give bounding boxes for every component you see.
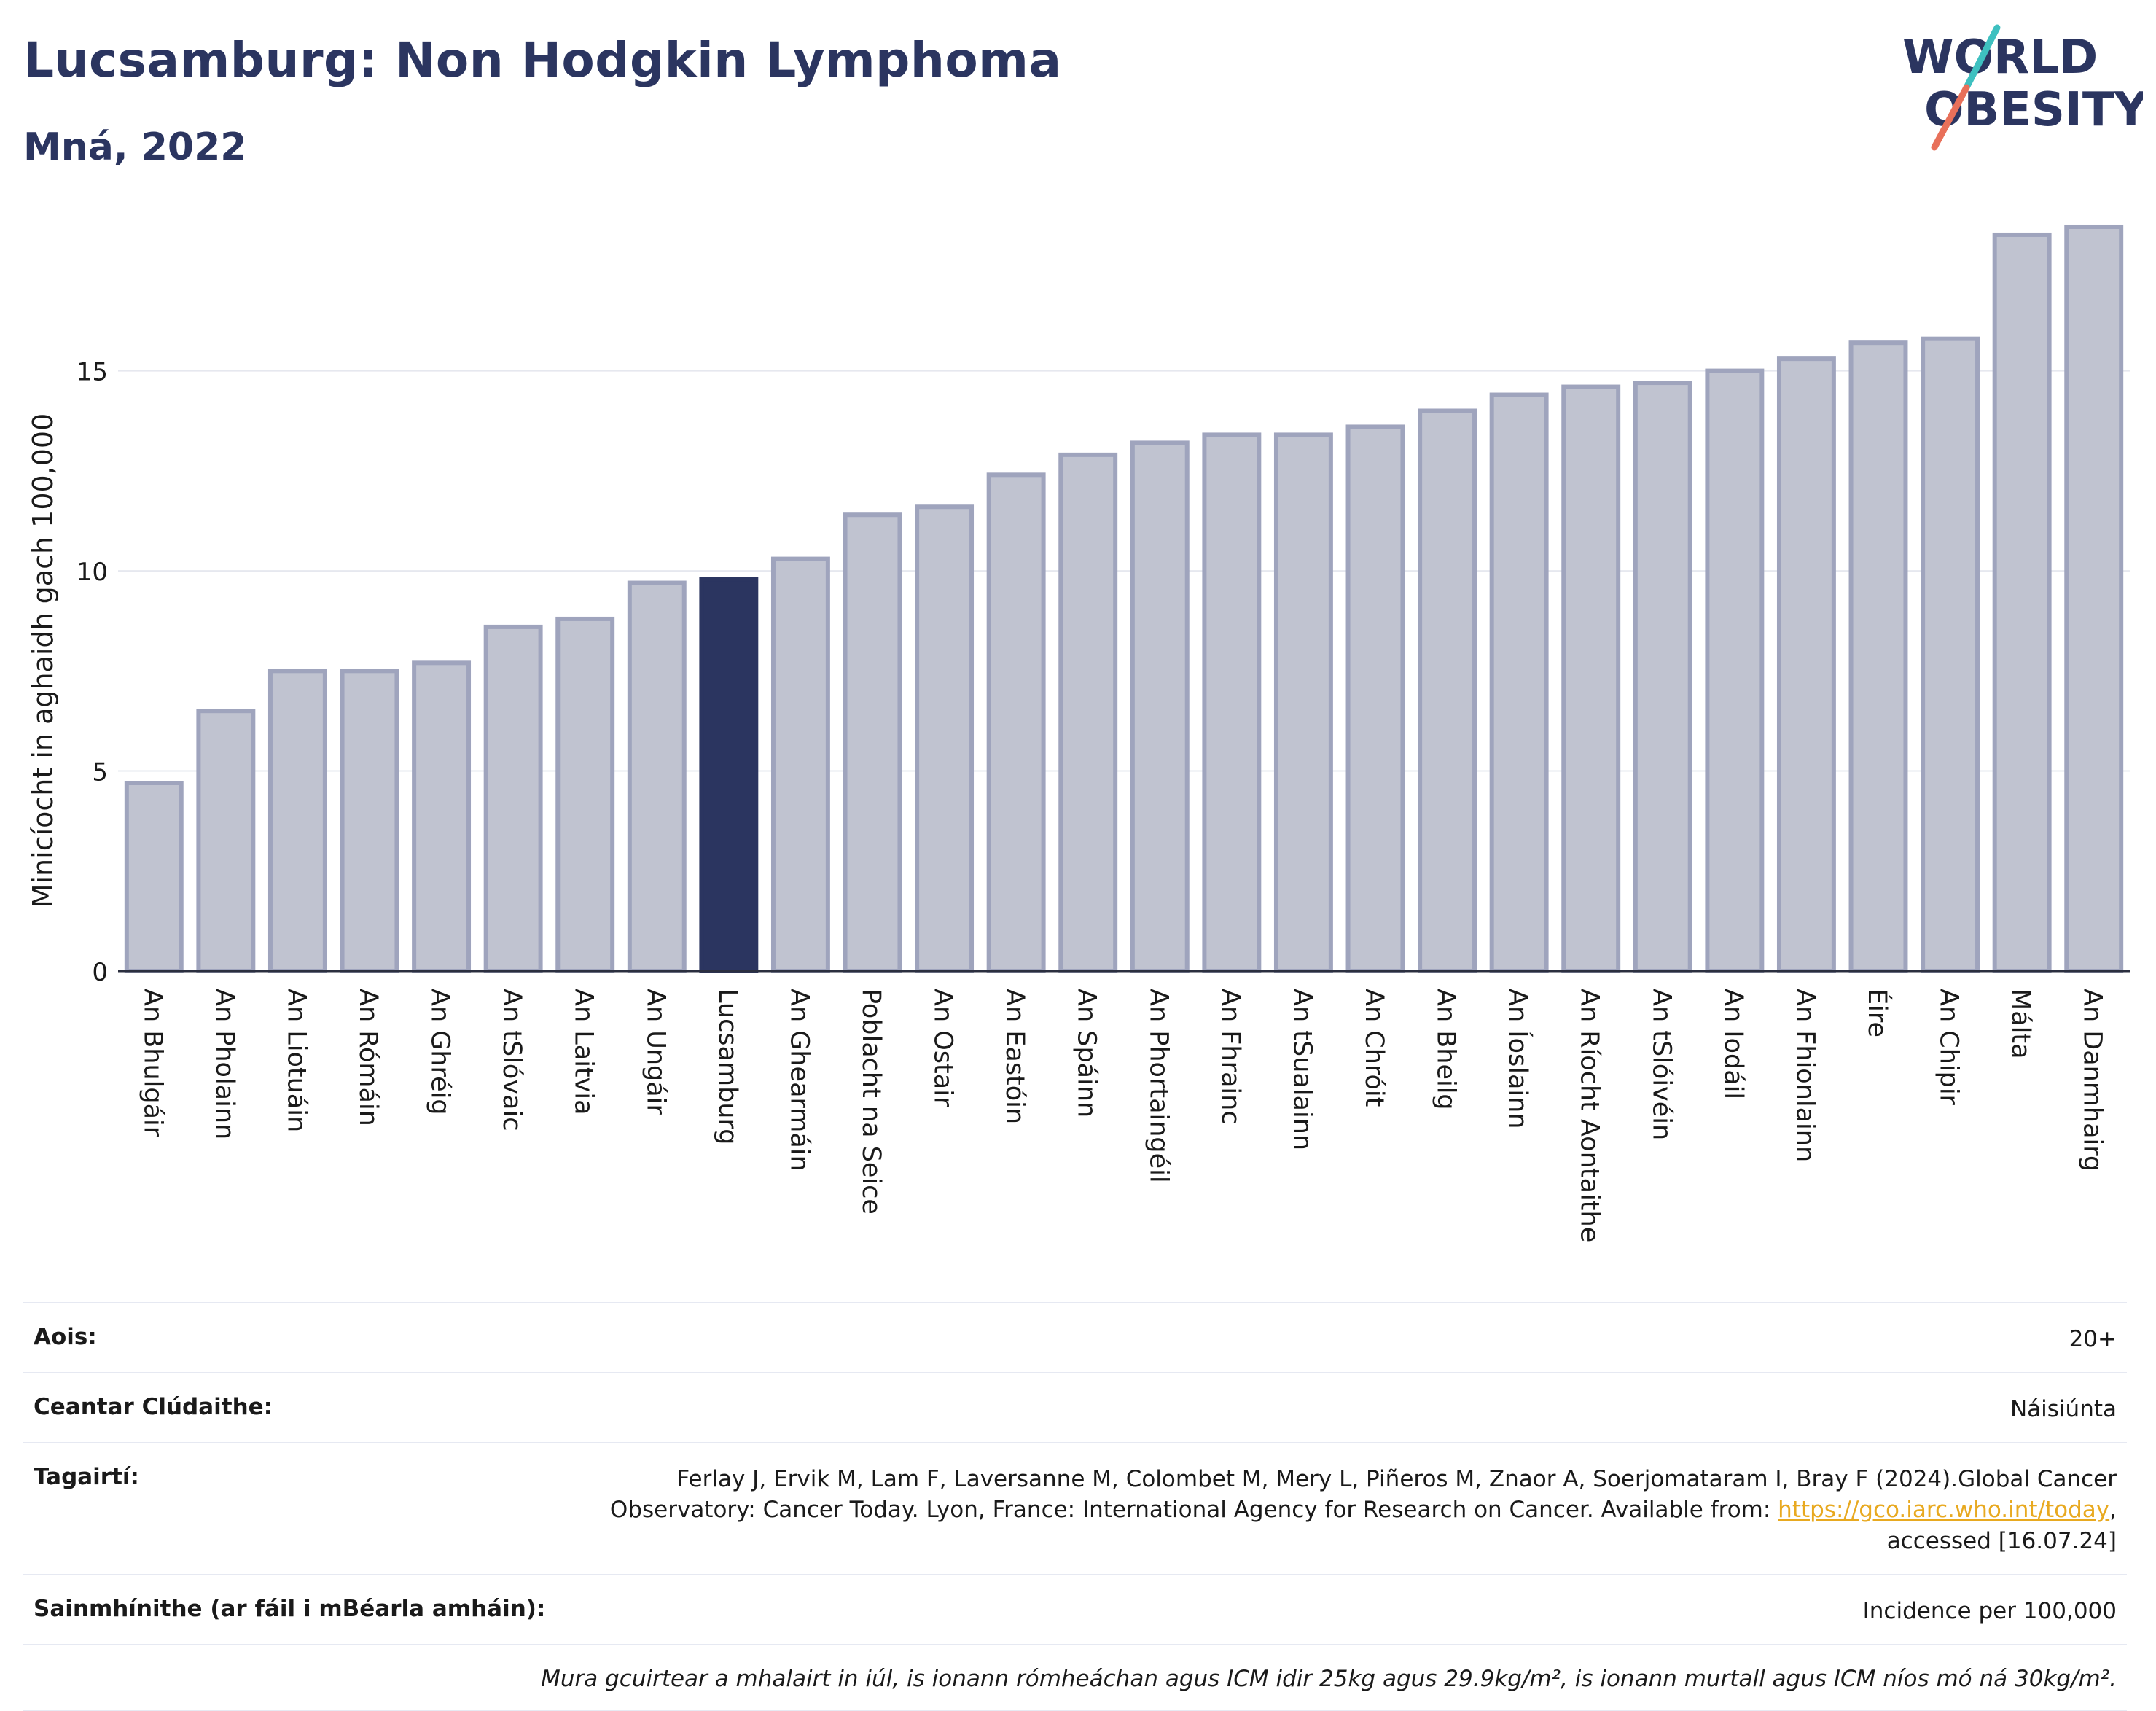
bar [1273, 432, 1333, 973]
x-tick-label: An Fhionlainn [1790, 989, 1819, 1162]
bar [1130, 440, 1190, 973]
bar [340, 669, 399, 973]
x-tick-label: An Spáinn [1072, 989, 1101, 1118]
svg-text:WORLD: WORLD [1902, 31, 2098, 85]
x-tick-label: An tSlóivéin [1647, 989, 1676, 1140]
bar [1345, 424, 1405, 973]
chart-title: Lucsamburg: Non Hodgkin Lymphoma [23, 32, 1062, 88]
x-tick-label: An Ríocht Aontaithe [1575, 989, 1604, 1242]
info-value-references: Ferlay J, Ervik M, Lam F, Laversanne M, … [610, 1464, 2117, 1556]
x-tick-label: An Ghearmáin [784, 989, 813, 1172]
bar [1561, 384, 1621, 973]
bar [555, 616, 615, 973]
world-obesity-logo: WORLD OBESITY [1902, 24, 2143, 151]
obesity-definition-note: Mura gcuirtear a mhalairt in iúl, is ion… [541, 1665, 2117, 1692]
info-label-definitions: Sainmhínithe (ar fáil i mBéarla amháin): [34, 1595, 546, 1622]
x-tick-label: Lucsamburg [713, 989, 742, 1145]
x-tick-label: An Phortaingéil [1144, 989, 1173, 1183]
bar [627, 580, 687, 973]
reference-text-line2: Observatory: Cancer Today. Lyon, France:… [609, 1497, 1778, 1524]
x-tick-label: An Ostair [929, 989, 958, 1107]
info-value-coverage: Náisiúnta [2009, 1396, 2117, 1423]
info-label-coverage: Ceantar Clúdaithe: [34, 1394, 273, 1421]
info-row-references: Tagairtí: Ferlay J, Ervik M, Lam F, Lave… [23, 1442, 2127, 1573]
bar [1848, 340, 1908, 973]
y-axis-label: Minicíocht in aghaidh gach 100,000 [27, 413, 59, 908]
bar [843, 512, 902, 973]
x-tick-label: An Laitvia [569, 989, 598, 1115]
x-tick-label: An Eastóin [1000, 989, 1029, 1124]
reference-comma: , [2109, 1497, 2117, 1524]
bar [267, 669, 327, 973]
bar [1633, 381, 1692, 973]
bar [1418, 408, 1477, 973]
x-tick-label: An Bheilg [1432, 989, 1461, 1110]
x-tick-label: An Pholainn [210, 989, 239, 1139]
bar [1058, 452, 1118, 973]
bar [1992, 232, 2052, 973]
info-label-references: Tagairtí: [34, 1464, 139, 1491]
bar [196, 709, 256, 973]
info-table: Aois: 20+ Ceantar Clúdaithe: Náisiúnta T… [23, 1302, 2127, 1711]
x-tick-label: An Rómáin [354, 989, 383, 1126]
reference-link[interactable]: https://gco.iarc.who.int/today [1778, 1497, 2110, 1524]
x-tick-label: An tSlóvaic [497, 989, 526, 1131]
x-tick-label: An Danmhairg [2078, 989, 2107, 1172]
bar [412, 660, 472, 973]
x-tick-label: Málta [2006, 989, 2035, 1059]
bar [770, 556, 830, 973]
bar [483, 624, 543, 974]
info-row-note: Mura gcuirtear a mhalairt in iúl, is ion… [23, 1643, 2127, 1711]
info-row-definitions: Sainmhínithe (ar fáil i mBéarla amháin):… [23, 1573, 2127, 1644]
y-tick-label: 5 [92, 758, 108, 787]
x-tick-label: An Bhulgáir [138, 989, 167, 1137]
bar [1921, 336, 1980, 973]
reference-text-line3: accessed [16.07.24] [1886, 1527, 2117, 1554]
bar [124, 781, 184, 973]
bar [1776, 356, 1836, 973]
info-label-age: Aois: [34, 1324, 97, 1350]
y-tick-label: 15 [77, 358, 108, 387]
axes: 0 5 10 15 An Bhulgáir An Pholainn An Liotuáin A… [77, 358, 2130, 1242]
bar [1202, 432, 1262, 973]
info-row-coverage: Ceantar Clúdaithe: Náisiúnta [23, 1372, 2127, 1442]
x-tick-label: An Ghréig [426, 989, 455, 1115]
reference-text-line1: Ferlay J, Ervik M, Lam F, Laversanne M, … [676, 1466, 2117, 1493]
bar [1489, 392, 1549, 973]
x-tick-label: An Chróit [1359, 989, 1388, 1107]
info-value-age: 20+ [2069, 1326, 2117, 1352]
bar [915, 504, 975, 973]
y-tick-label: 0 [92, 958, 108, 987]
chart-subtitle: Mná, 2022 [23, 125, 247, 169]
bar [2064, 224, 2124, 974]
info-value-definitions: Incidence per 100,000 [1862, 1597, 2117, 1624]
x-tick-label: An tSualainn [1287, 989, 1316, 1150]
x-tick-label: An Ungáir [641, 989, 670, 1115]
bar [986, 472, 1046, 973]
x-tick-label: Éire [1862, 989, 1893, 1037]
bar-chart: 0 5 10 15 An Bhulgáir An Pholainn An Liotuáin A… [27, 224, 2130, 1242]
x-tick-label: An Íoslainn [1503, 989, 1534, 1129]
x-tick-label: An Liotuáin [281, 989, 310, 1132]
bar [1705, 368, 1765, 973]
x-tick-label: An Chipir [1934, 989, 1964, 1106]
bars [124, 224, 2124, 974]
x-tick-label: Poblacht na Seice [856, 989, 886, 1215]
x-tick-label: An Iodáil [1719, 989, 1748, 1099]
x-tick-label: An Fhrainc [1216, 989, 1245, 1125]
info-row-age: Aois: 20+ [23, 1302, 2127, 1372]
bar [699, 577, 759, 973]
y-tick-label: 10 [77, 558, 108, 587]
